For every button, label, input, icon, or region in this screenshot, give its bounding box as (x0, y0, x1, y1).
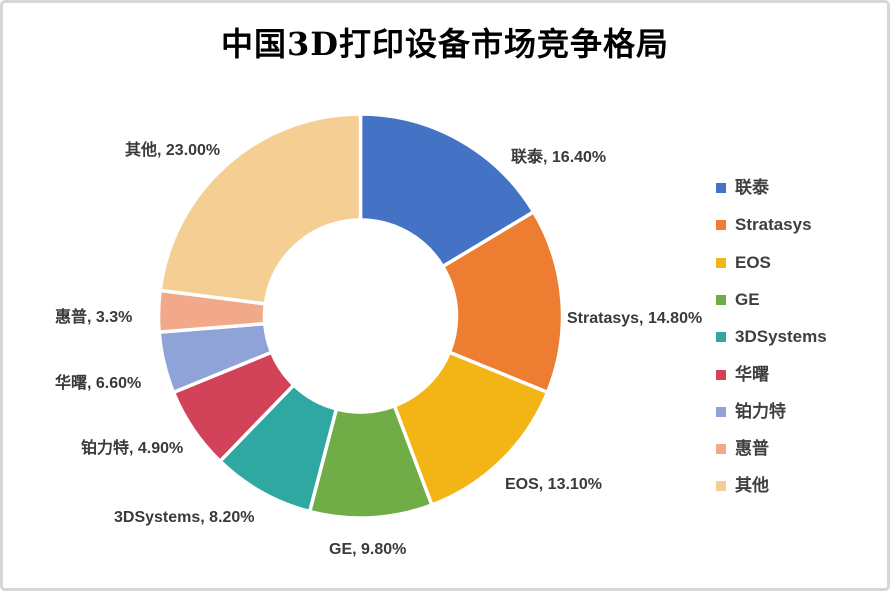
donut-chart (156, 112, 565, 520)
legend-swatch-icon (716, 294, 726, 305)
legend-item-Stratasys: Stratasys (716, 216, 812, 234)
legend-label: 惠普 (735, 439, 769, 459)
chart-title: 中国3D打印设备市场竞争格局 (220, 25, 670, 63)
data-label-stratasys: Stratasys, 14.80% (567, 310, 703, 327)
legend-item-GE: GE (716, 289, 760, 309)
legend-label: Stratasys (735, 215, 812, 235)
legend-item-铂力特: 铂力特 (716, 401, 786, 421)
legend-item-联泰: 联泰 (716, 179, 769, 197)
legend-item-华曙: 华曙 (716, 364, 769, 384)
legend-swatch-icon (716, 257, 726, 268)
legend-swatch-icon (716, 444, 726, 455)
data-label-huipu: 惠普, 3.3% (55, 309, 133, 326)
data-label-qita: 其他, 23.00% (125, 142, 221, 159)
data-label-ge: GE, 9.80% (329, 541, 407, 558)
data-label-eos: EOS, 13.10% (505, 476, 602, 493)
legend-swatch-icon (716, 406, 726, 417)
legend-label: GE (735, 289, 760, 309)
legend-item-EOS: EOS (716, 252, 771, 272)
donut-slice-其他 (158, 112, 363, 306)
legend-swatch-icon (716, 332, 726, 343)
legend-label: 华曙 (735, 364, 769, 384)
legend-label: EOS (735, 252, 771, 272)
legend-swatch-icon (716, 481, 726, 492)
legend-label: 铂力特 (735, 401, 786, 421)
legend-item-3DSystems: 3DSystems (716, 328, 827, 346)
legend-item-惠普: 惠普 (716, 440, 769, 458)
legend-item-其他: 其他 (716, 477, 769, 495)
donut-slice-EOS (392, 350, 550, 507)
legend-label: 联泰 (735, 178, 769, 197)
donut-slice-Stratasys (441, 210, 565, 395)
donut-slice-联泰 (358, 112, 536, 269)
legend-label: 其他 (735, 476, 769, 496)
data-label-liantai: 联泰, 16.40% (511, 149, 607, 166)
data-label-bolite: 铂力特, 4.90% (81, 440, 184, 457)
legend-swatch-icon (716, 183, 726, 193)
legend-swatch-icon (716, 369, 726, 380)
legend-label: 3DSystems (735, 327, 827, 347)
data-label-huashu: 华曙, 6.60% (55, 375, 142, 392)
legend-swatch-icon (716, 220, 726, 231)
data-label-3dsystems: 3DSystems, 8.20% (114, 509, 255, 526)
